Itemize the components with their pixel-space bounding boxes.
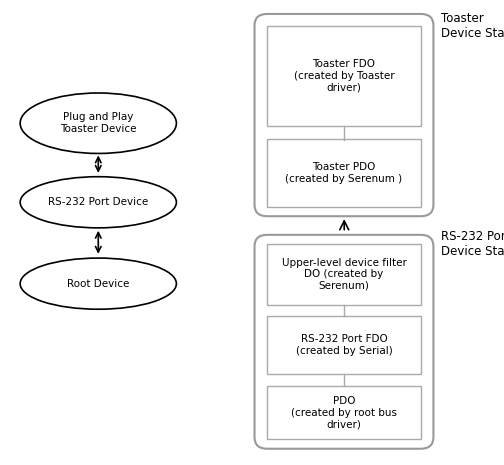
- FancyBboxPatch shape: [267, 26, 421, 126]
- Text: Toaster PDO
(created by Serenum ): Toaster PDO (created by Serenum ): [285, 162, 403, 184]
- Text: RS-232 Port
Device Stack: RS-232 Port Device Stack: [441, 230, 504, 258]
- Text: Toaster
Device Stack: Toaster Device Stack: [441, 12, 504, 40]
- FancyBboxPatch shape: [255, 14, 433, 216]
- Ellipse shape: [20, 93, 176, 153]
- FancyBboxPatch shape: [267, 244, 421, 305]
- FancyBboxPatch shape: [255, 235, 433, 449]
- Text: PDO
(created by root bus
driver): PDO (created by root bus driver): [291, 396, 397, 429]
- Text: RS-232 Port Device: RS-232 Port Device: [48, 197, 148, 207]
- Text: Plug and Play
Toaster Device: Plug and Play Toaster Device: [60, 113, 137, 134]
- Text: RS-232 Port FDO
(created by Serial): RS-232 Port FDO (created by Serial): [296, 334, 392, 356]
- Text: Upper-level device filter
DO (created by
Serenum): Upper-level device filter DO (created by…: [282, 258, 406, 291]
- Text: Toaster FDO
(created by Toaster
driver): Toaster FDO (created by Toaster driver): [294, 59, 394, 92]
- FancyBboxPatch shape: [267, 140, 421, 207]
- FancyBboxPatch shape: [267, 316, 421, 374]
- Ellipse shape: [20, 177, 176, 228]
- Ellipse shape: [20, 258, 176, 309]
- FancyBboxPatch shape: [267, 386, 421, 439]
- Text: Root Device: Root Device: [67, 279, 130, 289]
